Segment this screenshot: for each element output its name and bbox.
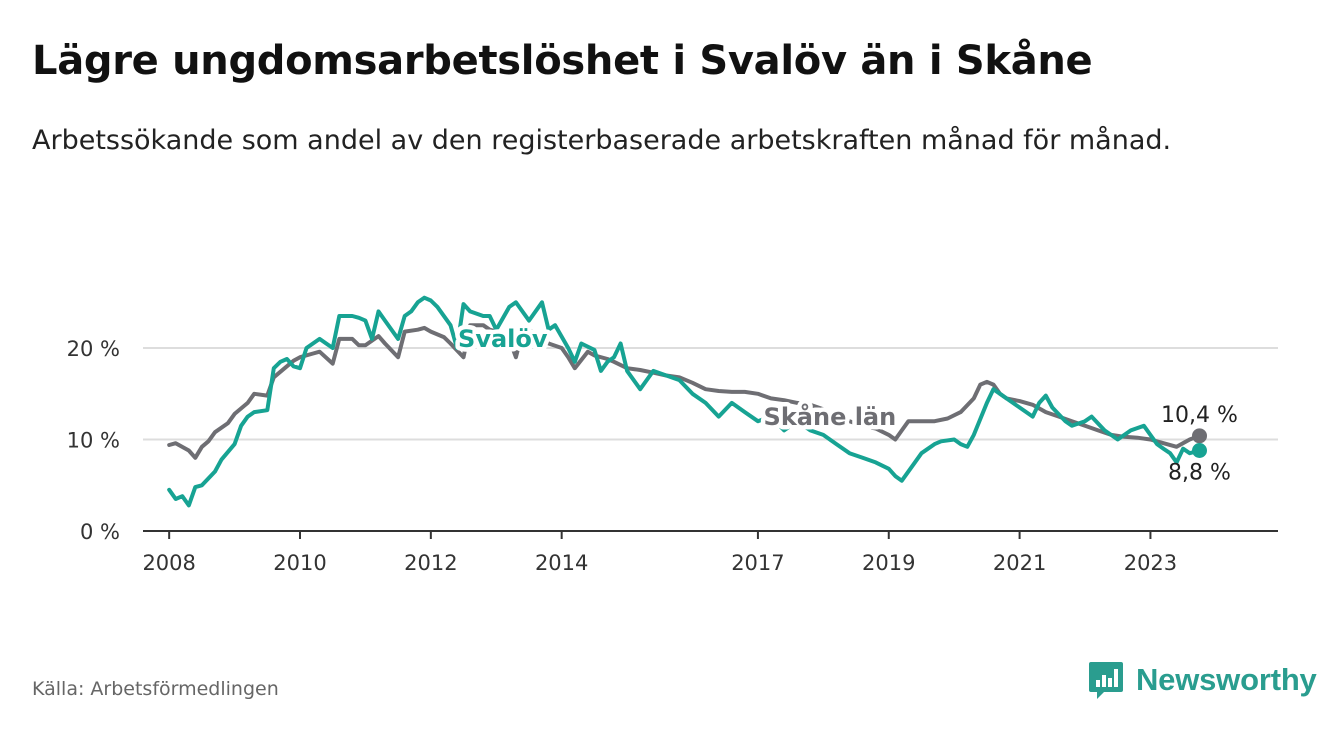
brand-logo[interactable]: Newsworthy [1088,660,1317,700]
y-tick-label: 0 % [80,520,120,544]
x-tick-label: 2019 [862,551,915,575]
gridlines [143,347,1278,441]
y-tick-label: 10 % [67,429,120,453]
x-tick-label: 2014 [535,551,588,575]
svalov-series-label-halo: Svalöv [458,325,548,353]
x-tick-label: 2012 [404,551,457,575]
end-marker-dot [1191,442,1207,458]
series-line-sval-v [167,295,1202,508]
newsworthy-logo-icon [1089,662,1123,699]
series-line-sk-ne-l-n [167,323,1202,460]
end-value-label: 8,8 % [1168,460,1231,485]
chart-subtitle: Arbetssökande som andel av den registerb… [32,125,1172,156]
x-tick-label: 2010 [273,551,326,575]
y-tick-label: 20 % [67,337,120,361]
end-markers: 10,4 % 8,8 % [1161,403,1238,486]
end-marker-dot [1191,428,1207,444]
x-tick-label: 2023 [1124,551,1177,575]
end-value-label: 10,4 % [1161,403,1238,428]
source-text: Källa: Arbetsförmedlingen [32,678,279,700]
chart-title: Lägre ungdomsarbetslöshet i Svalöv än i … [32,38,1093,84]
svalov-series-label: Svalöv [458,325,548,353]
x-tick-label: 2017 [731,551,784,575]
x-tick-label: 2008 [142,551,195,575]
y-axis: 0 % 10 % 20 % [67,337,120,544]
skane-series-label-halo: Skåne län [764,402,897,431]
x-tick-label: 2021 [993,551,1046,575]
skane-series-label: Skåne län [764,402,897,431]
x-axis: 2008 2010 2012 2014 2017 2019 2021 2023 [142,530,1278,575]
series-lines [167,295,1202,508]
brand-name: Newsworthy [1136,662,1317,697]
